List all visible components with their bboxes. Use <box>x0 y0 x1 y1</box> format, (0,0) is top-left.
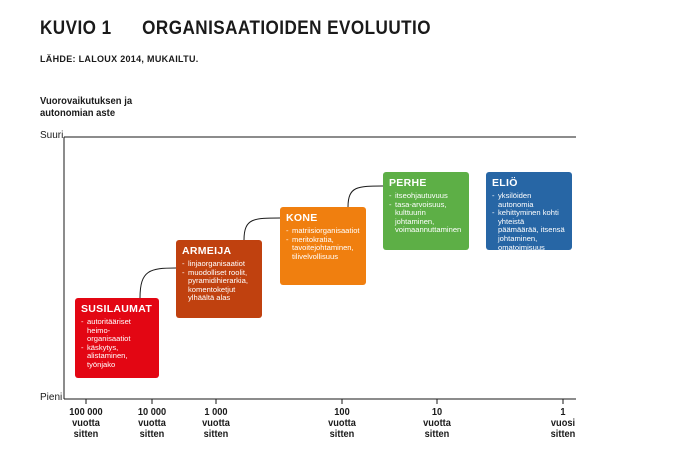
x-tick-label: 10 vuotta sitten <box>423 407 451 440</box>
x-tick-line2: vuotta <box>72 417 100 429</box>
x-tick-line2: vuotta <box>423 417 451 429</box>
stage-title: SUSILAUMAT <box>81 303 153 315</box>
x-tick-line2: vuotta <box>328 417 356 429</box>
stage-item: kehittyminen kohti yhteistä päämäärää, i… <box>492 208 566 252</box>
x-tick-label: 10 000 vuotta sitten <box>138 407 166 440</box>
stage-box-kone: KONE matriisiorganisaatiot meritokratia,… <box>280 207 366 285</box>
x-tick-label: 100 000 vuotta sitten <box>69 407 102 440</box>
stage-box-susilaumat: SUSILAUMAT autoritääriset heimo-organisa… <box>75 298 159 378</box>
x-tick-line2: vuosi <box>550 417 576 429</box>
stage-item: autoritääriset heimo-organisaatiot <box>81 317 153 344</box>
x-tick-line1: 1 000 <box>204 406 228 418</box>
x-tick-line1: 1 <box>560 406 566 418</box>
stage-item: matriisiorganisaatiot <box>286 226 360 236</box>
x-tick-label: 1 vuosi sitten <box>551 407 576 440</box>
connector-3-4 <box>347 185 384 208</box>
stage-title: PERHE <box>389 177 427 189</box>
connector-2-3 <box>243 217 281 241</box>
x-tick-label: 1 000 vuotta sitten <box>202 407 230 440</box>
y-axis-label-line1: Vuorovaikutuksen ja <box>40 95 133 107</box>
x-tick-label: 100 vuotta sitten <box>328 407 356 440</box>
stage-title: KONE <box>286 212 318 224</box>
stage-title: ELIÖ <box>492 177 518 189</box>
x-tick-line1: 10 000 <box>137 406 167 418</box>
x-tick-line3: sitten <box>550 428 576 440</box>
x-tick-line3: sitten <box>73 428 99 440</box>
x-tick-line2: vuotta <box>202 417 230 429</box>
stage-item: linjaorganisaatiot <box>182 259 256 269</box>
x-tick-line1: 100 <box>334 406 350 418</box>
figure-number: KUVIO 1 <box>40 18 112 39</box>
x-tick-line1: 100 000 <box>69 406 103 418</box>
y-axis-bottom-label: Pieni <box>40 392 63 403</box>
stage-item: käskytys, alistaminen, työnjako <box>81 343 153 370</box>
stage-item: yksilöiden autonomia <box>492 191 566 209</box>
figure-title-row: KUVIO 1 ORGANISAATIOIDEN EVOLUUTIO <box>40 18 431 40</box>
figure-title: ORGANISAATIOIDEN EVOLUUTIO <box>142 18 431 39</box>
x-tick-line2: vuotta <box>138 417 166 429</box>
y-axis-label: Vuorovaikutuksen ja autonomian aste <box>40 95 132 119</box>
x-tick-line3: sitten <box>139 428 165 440</box>
stage-box-elio: ELIÖ yksilöiden autonomia kehittyminen k… <box>486 172 572 252</box>
stage-item: itseohjautuvuus <box>389 191 463 201</box>
figure-source: LÄHDE: LALOUX 2014, MUKAILTU. <box>40 54 199 64</box>
y-axis-label-line2: autonomian aste <box>40 107 116 119</box>
stage-box-armeija: ARMEIJA linjaorganisaatiot muodolliset r… <box>176 240 262 318</box>
x-tick-line3: sitten <box>329 428 355 440</box>
stage-box-perhe: PERHE itseohjautuvuus tasa-arvoisuus, ku… <box>383 172 469 250</box>
x-tick-line3: sitten <box>203 428 229 440</box>
x-tick-line1: 10 <box>431 406 443 418</box>
connector-1-2 <box>139 267 177 299</box>
stage-item: muodolliset roolit, pyramidihierarkia, k… <box>182 268 256 303</box>
stage-title: ARMEIJA <box>182 245 232 257</box>
stage-item: tasa-arvoisuus, kulttuurin johtaminen, v… <box>389 200 463 235</box>
x-tick-line3: sitten <box>424 428 450 440</box>
y-axis-top-label: Suuri <box>40 130 64 141</box>
stage-item: meritokratia, tavoitejohtaminen, tilivel… <box>286 235 360 262</box>
